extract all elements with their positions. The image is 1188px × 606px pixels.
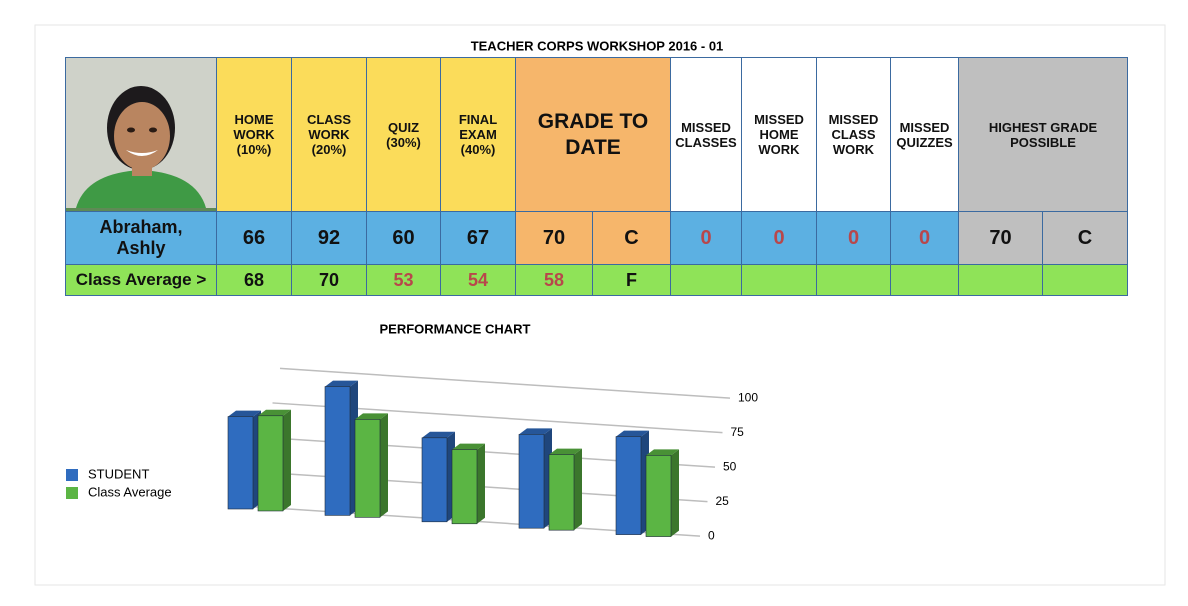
cell: 53 bbox=[366, 264, 441, 296]
bar-side bbox=[380, 413, 388, 518]
bar bbox=[451, 449, 478, 525]
student-row: Abraham, Ashly 66 92 60 67 70 C 0 0 0 0 … bbox=[65, 211, 1128, 265]
cell: 68 bbox=[216, 264, 292, 296]
bar-top bbox=[549, 448, 582, 455]
bar bbox=[615, 436, 642, 535]
legend-label: Class Average bbox=[88, 484, 172, 499]
y-tick-label: 0 bbox=[708, 528, 715, 542]
sheet-title: TEACHER CORPS WORKSHOP 2016 - 01 bbox=[471, 38, 724, 53]
cell: 60 bbox=[366, 211, 441, 265]
cell: F bbox=[592, 264, 671, 296]
header-cell: MISSED QUIZZES bbox=[896, 119, 953, 150]
cell: C bbox=[592, 211, 671, 265]
bar-top bbox=[258, 409, 291, 416]
cell: 70 bbox=[958, 211, 1043, 265]
header-cell: FINAL EXAM (40%) bbox=[458, 112, 498, 157]
cell: 67 bbox=[440, 211, 516, 265]
header-cell: CLASS WORK (20%) bbox=[306, 112, 352, 157]
legend-label: STUDENT bbox=[88, 466, 149, 481]
header-cell: QUIZ (30%) bbox=[386, 119, 421, 150]
bar-top bbox=[616, 430, 649, 437]
empty-cell bbox=[670, 264, 742, 296]
photo-image bbox=[66, 58, 216, 208]
header-cell: MISSED CLASS WORK bbox=[828, 112, 879, 157]
header-cell: MISSED HOME WORK bbox=[754, 112, 804, 157]
bar bbox=[518, 434, 545, 529]
bar-side bbox=[283, 409, 291, 511]
header-cell: GRADE TO DATE bbox=[537, 109, 649, 159]
cell: C bbox=[1042, 211, 1128, 265]
grid-line bbox=[279, 367, 731, 399]
cell: 92 bbox=[291, 211, 367, 265]
y-tick-label: 50 bbox=[723, 459, 737, 473]
y-tick-label: 25 bbox=[716, 494, 730, 508]
bar-side bbox=[477, 443, 485, 524]
cell: 70 bbox=[291, 264, 367, 296]
student-name: Abraham, Ashly bbox=[99, 217, 183, 258]
bar bbox=[421, 437, 448, 523]
bar bbox=[324, 386, 351, 516]
empty-cell bbox=[958, 264, 1043, 296]
photo bbox=[65, 57, 217, 212]
cell: Class Average > bbox=[65, 264, 217, 296]
header-cell: MISSED CLASSES bbox=[675, 119, 737, 150]
header-cell: HOME WORK (10%) bbox=[233, 112, 275, 157]
legend-swatch bbox=[66, 487, 78, 499]
y-tick-label: 75 bbox=[731, 425, 745, 439]
cell: 0 bbox=[741, 211, 817, 265]
bar bbox=[227, 416, 254, 510]
bar bbox=[645, 455, 672, 537]
bar-side bbox=[574, 448, 582, 531]
chart-title: PERFORMANCE CHART bbox=[380, 321, 531, 336]
bar bbox=[354, 419, 381, 518]
empty-cell bbox=[741, 264, 817, 296]
grade-table: HOME WORK (10%) CLASS WORK (20%) QUIZ (3… bbox=[65, 57, 1128, 296]
bar-top bbox=[355, 413, 388, 420]
cell: 70 bbox=[515, 211, 593, 265]
y-tick-label: 100 bbox=[738, 390, 758, 404]
empty-cell bbox=[890, 264, 959, 296]
header-row: HOME WORK (10%) CLASS WORK (20%) QUIZ (3… bbox=[65, 57, 1128, 212]
bar-top bbox=[452, 443, 485, 450]
bar bbox=[257, 415, 284, 512]
header-cell: HIGHEST GRADE POSSIBLE bbox=[988, 119, 1098, 150]
cell: 0 bbox=[890, 211, 959, 265]
cell: 54 bbox=[440, 264, 516, 296]
bar-top bbox=[519, 428, 552, 435]
bar-side bbox=[671, 449, 679, 537]
empty-cell bbox=[1042, 264, 1128, 296]
average-row: Class Average > 68 70 53 54 58 F bbox=[65, 264, 1128, 296]
bar-top bbox=[228, 410, 261, 417]
empty-cell bbox=[816, 264, 891, 296]
bar bbox=[548, 454, 575, 531]
cell: 66 bbox=[216, 211, 292, 265]
cell: 58 bbox=[515, 264, 593, 296]
bar-top bbox=[646, 449, 679, 456]
legend-swatch bbox=[66, 469, 78, 481]
bar-top bbox=[422, 431, 455, 438]
cell: 0 bbox=[670, 211, 742, 265]
cell: 0 bbox=[816, 211, 891, 265]
bar-top bbox=[325, 380, 358, 387]
